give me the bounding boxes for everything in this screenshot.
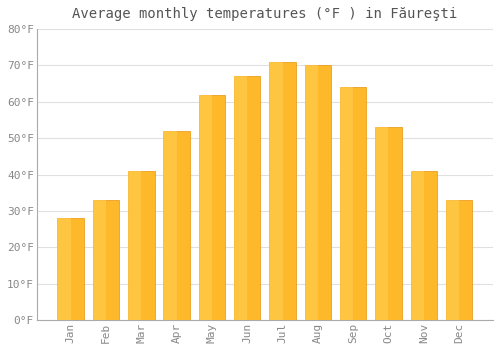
Bar <box>93 200 120 320</box>
Bar <box>93 200 106 320</box>
Title: Average monthly temperatures (°F ) in Făureşti: Average monthly temperatures (°F ) in Fă… <box>72 7 458 21</box>
Bar <box>446 200 472 320</box>
Bar <box>410 171 424 320</box>
Bar <box>270 62 296 320</box>
Bar <box>375 127 402 320</box>
Bar <box>128 171 154 320</box>
Bar <box>164 131 190 320</box>
Bar <box>270 62 282 320</box>
Bar <box>410 171 437 320</box>
Bar <box>340 87 353 320</box>
Bar <box>234 76 260 320</box>
Bar <box>164 131 176 320</box>
Bar <box>340 87 366 320</box>
Bar <box>128 171 141 320</box>
Bar <box>375 127 388 320</box>
Bar <box>198 94 225 320</box>
Bar <box>234 76 247 320</box>
Bar <box>446 200 459 320</box>
Bar <box>304 65 318 320</box>
Bar <box>58 218 70 320</box>
Bar <box>198 94 212 320</box>
Bar <box>58 218 84 320</box>
Bar <box>304 65 331 320</box>
